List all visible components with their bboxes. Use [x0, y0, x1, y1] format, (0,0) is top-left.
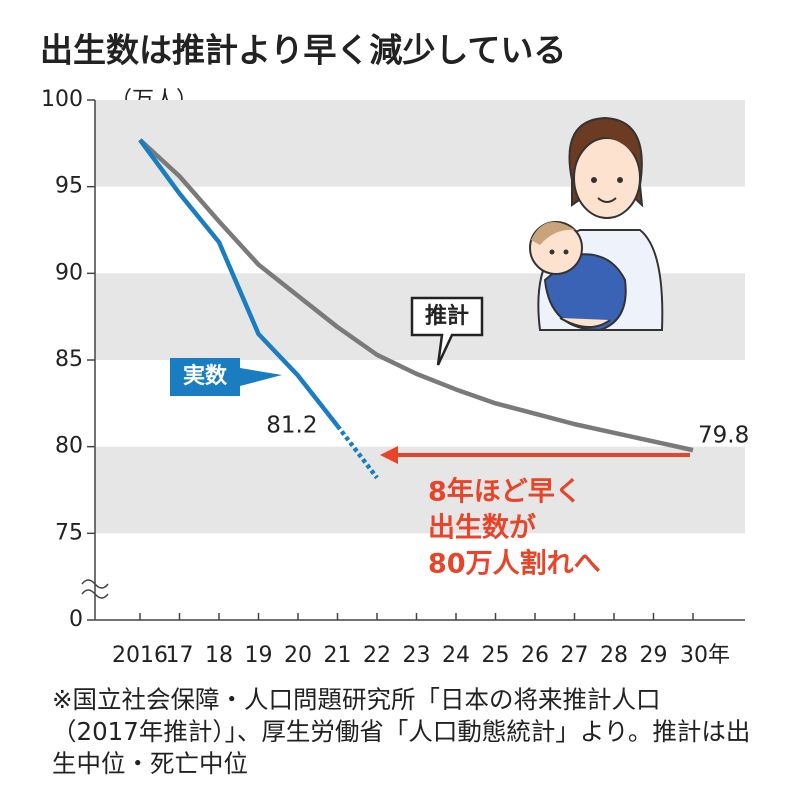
- axis-break: [81, 579, 109, 599]
- footnote-line: 生中位・死亡中位: [52, 749, 248, 778]
- y-tick-label: 85: [55, 347, 83, 372]
- y-tick-label: 95: [55, 174, 83, 199]
- y-tick-label: 75: [55, 520, 83, 545]
- annotation-text: 8年ほど早く: [428, 476, 582, 508]
- annotation-text: 80万人割れへ: [428, 548, 601, 580]
- series-line-dashed: [335, 424, 379, 480]
- x-tick-label: 19: [245, 643, 273, 668]
- x-tick-label: 26: [521, 643, 549, 668]
- y-tick-label: 90: [55, 260, 83, 285]
- series-label: 実数: [183, 363, 228, 389]
- x-tick-label: 18: [205, 643, 233, 668]
- annotation-text: 出生数が: [428, 512, 536, 544]
- x-tick-label: 29: [640, 643, 668, 668]
- x-tick-label: 24: [442, 643, 470, 668]
- x-tick-label: 30年: [680, 643, 730, 668]
- chart-title: 出生数は推計より早く減少している: [40, 31, 566, 70]
- callout-estimate: 推計: [410, 296, 484, 366]
- x-tick-label: 28: [600, 643, 628, 668]
- x-tick-label: 25: [482, 643, 510, 668]
- x-tick-label: 21: [324, 643, 352, 668]
- y-tick-label: 0: [69, 607, 83, 632]
- y-tick-label: 80: [55, 434, 83, 459]
- grid-band: [95, 446, 745, 534]
- footnote-line: （2017年推計）」、厚生労働省「人口動態統計」より。推計は出: [52, 717, 751, 746]
- series-line: [138, 138, 340, 428]
- x-tick-label: 2016: [112, 643, 168, 668]
- grid-band: [95, 100, 745, 187]
- x-tick-label: 23: [403, 643, 431, 668]
- value-label: 79.8: [698, 423, 749, 449]
- x-tick-label: 20: [284, 643, 312, 668]
- callout-actual: 実数: [170, 358, 282, 396]
- value-label: 81.2: [266, 412, 317, 438]
- x-tick-label: 17: [166, 643, 194, 668]
- annotation-arrowhead: [380, 446, 398, 464]
- series-line: [138, 138, 694, 453]
- footnote-line: ※国立社会保障・人口問題研究所「日本の将来推計人口: [52, 685, 661, 714]
- x-tick-label: 27: [561, 643, 589, 668]
- illustration: [529, 116, 664, 332]
- series-label: 推計: [425, 303, 469, 329]
- y-tick-label: 100: [41, 87, 83, 112]
- footnote: ※国立社会保障・人口問題研究所「日本の将来推計人口 （2017年推計）」、厚生労働…: [52, 684, 750, 780]
- x-tick-label: 22: [363, 643, 391, 668]
